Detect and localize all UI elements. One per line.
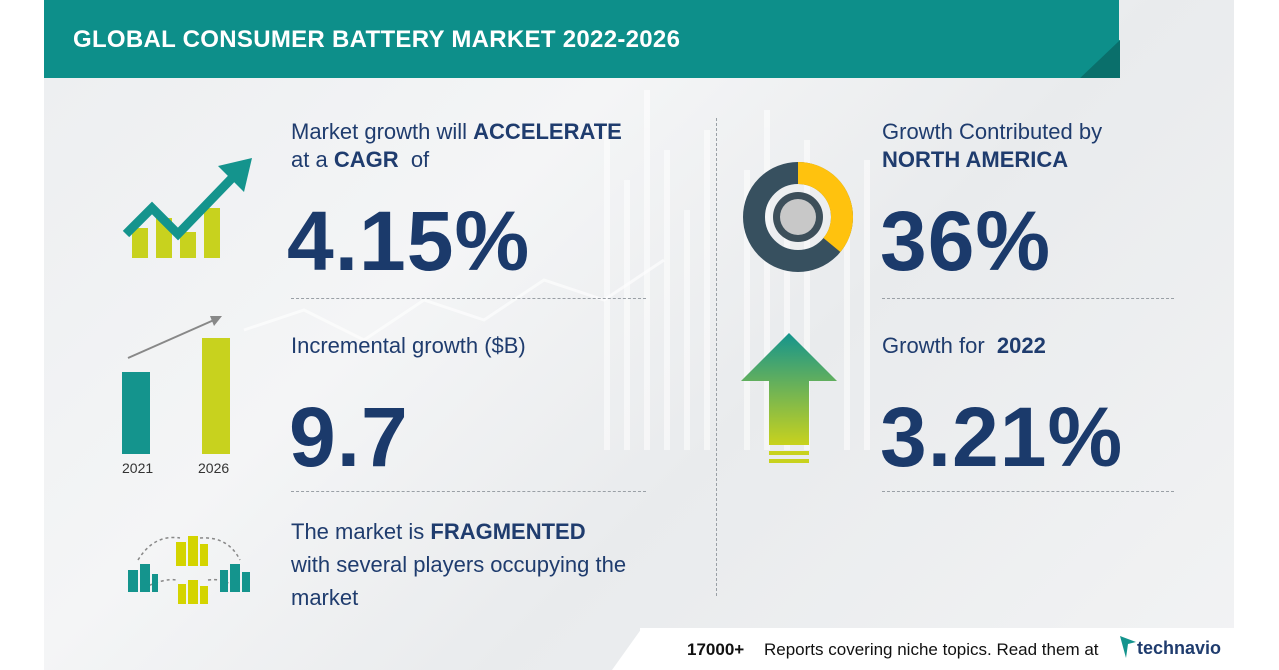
page-title: GLOBAL CONSUMER BATTERY MARKET 2022-2026 xyxy=(73,26,681,53)
cagr-label-line1: Market growth will ACCELERATE xyxy=(291,118,622,146)
incremental-value: 9.7 xyxy=(289,390,409,484)
footer-report-count: 17000+ xyxy=(687,640,745,659)
bar-growth-icon xyxy=(122,316,230,454)
cagr-label-text2: at a xyxy=(291,147,334,172)
background-decoration xyxy=(243,90,870,450)
banner-fold xyxy=(1080,40,1120,78)
cagr-label-text: Market growth will xyxy=(291,119,474,144)
divider-right-2 xyxy=(882,491,1174,492)
market-line3: market xyxy=(291,585,359,610)
header-banner xyxy=(44,0,1119,78)
yoy-value: 3.21% xyxy=(880,390,1124,484)
technavio-logo-icon[interactable] xyxy=(1120,636,1136,658)
yoy-label-text: Growth for xyxy=(882,333,997,358)
yoy-label: Growth for 2022 xyxy=(882,332,1046,360)
region-label-line2: NORTH AMERICA xyxy=(882,146,1068,174)
footer-corner xyxy=(612,628,642,670)
accelerate-emphasis: ACCELERATE xyxy=(473,119,622,144)
market-line1: The market is FRAGMENTED xyxy=(291,518,586,546)
yoy-year: 2022 xyxy=(996,333,1046,358)
fragmented-emphasis: FRAGMENTED xyxy=(430,519,586,544)
market-line2: with several players occupying the xyxy=(291,552,627,577)
technavio-brand[interactable]: technavio xyxy=(1137,638,1222,658)
region-name: NORTH AMERICA xyxy=(882,147,1069,172)
buildings-network-icon xyxy=(128,536,250,604)
background-panel xyxy=(44,0,1234,670)
market-label-text: The market is xyxy=(291,519,431,544)
region-label-line1: Growth Contributed by xyxy=(882,119,1103,144)
region-value: 36% xyxy=(880,194,1052,288)
year-2026-label: 2026 xyxy=(198,460,230,476)
up-arrow-icon xyxy=(741,333,837,463)
cagr-label-of: of xyxy=(398,147,430,172)
growth-chart-icon xyxy=(122,158,252,258)
center-divider xyxy=(716,118,717,596)
incremental-label: Incremental growth ($B) xyxy=(291,333,526,358)
cagr-emphasis: CAGR xyxy=(333,147,399,172)
cagr-value: 4.15% xyxy=(287,194,531,288)
year-2021-label: 2021 xyxy=(122,460,154,476)
region-donut-icon xyxy=(743,162,853,272)
cagr-label-line2: at a CAGR of xyxy=(291,146,429,174)
footer-text: Reports covering niche topics. Read them… xyxy=(764,640,1099,659)
divider-right-1 xyxy=(882,298,1174,299)
divider-left-2 xyxy=(291,491,646,492)
footer-bar xyxy=(640,628,1234,670)
donut-share-segment xyxy=(797,162,853,253)
divider-left-1 xyxy=(291,298,646,299)
